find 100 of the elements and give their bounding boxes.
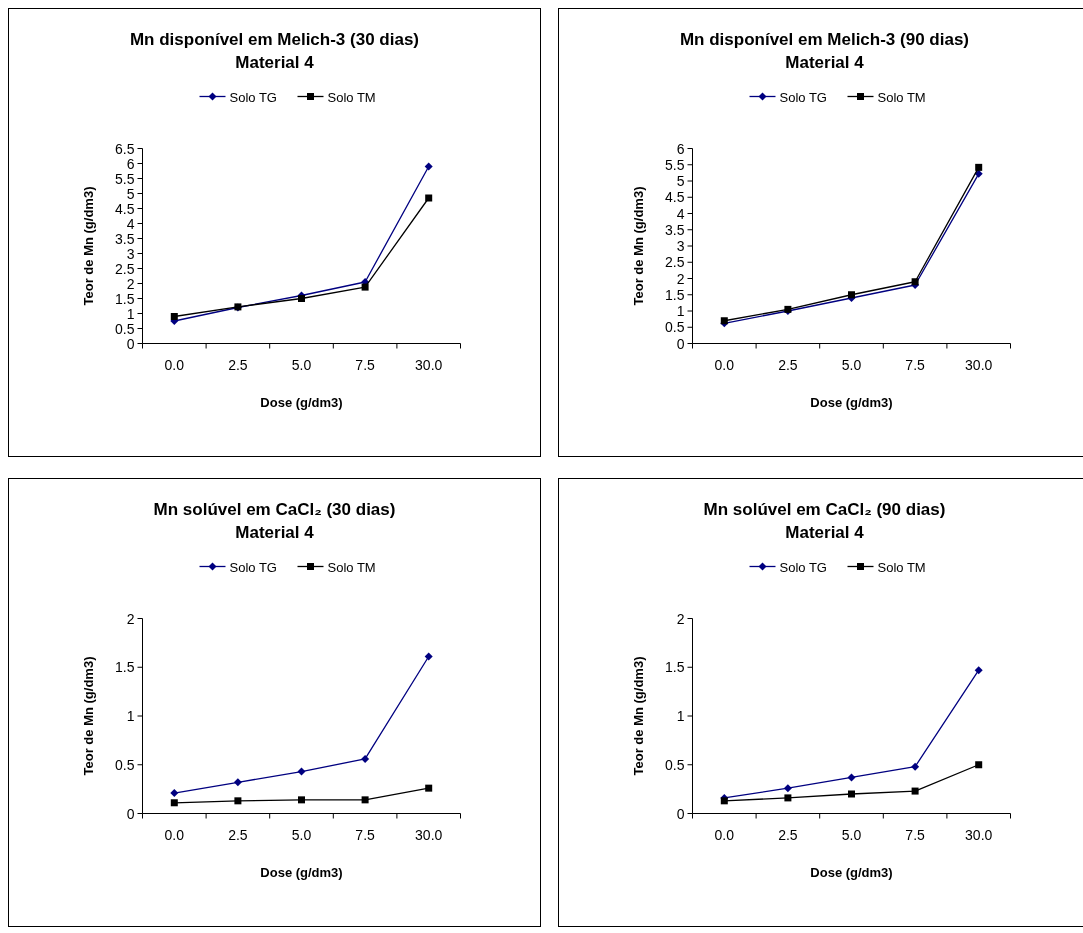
y-tick-label: 0: [676, 335, 685, 352]
point: [425, 194, 433, 202]
y-axis-title: Teor de Mn (g/dm3): [630, 186, 646, 306]
y-tick-label: 1: [126, 708, 135, 724]
point: [847, 773, 856, 782]
point: [361, 754, 370, 763]
y-axis-title: Teor de Mn (g/dm3): [80, 186, 96, 306]
y-axis-title: Teor de Mn (g/dm3): [630, 656, 646, 776]
x-axis-title: Dose (g/dm3): [810, 864, 893, 880]
y-tick-label: 3: [126, 245, 135, 262]
point: [975, 163, 983, 171]
x-tick-label: 2.5: [778, 356, 798, 373]
y-tick-label: 1: [676, 708, 685, 724]
y-tick-label: 1.5: [115, 290, 135, 307]
point: [234, 797, 242, 805]
legend-label: Solo TG: [779, 89, 827, 105]
y-tick-label: 1: [126, 305, 135, 322]
x-tick-label: 2.5: [228, 826, 248, 843]
y-tick-label: 0: [676, 805, 685, 822]
y-tick-label: 2.5: [665, 254, 685, 271]
legend-label: Solo TG: [229, 89, 277, 105]
x-tick-label: 7.5: [355, 356, 376, 373]
legend-label: Solo TM: [877, 559, 926, 575]
y-tick-label: 0.5: [665, 756, 685, 773]
x-tick-label: 2.5: [778, 826, 798, 843]
x-tick-label: 30.0: [415, 826, 443, 843]
y-tick-label: 2.5: [115, 260, 135, 277]
legend-label: Solo TM: [327, 559, 376, 575]
y-tick-label: 5: [126, 185, 135, 202]
x-tick-label: 5.0: [291, 356, 312, 373]
x-tick-label: 0.0: [714, 826, 735, 843]
y-tick-label: 6.5: [115, 140, 135, 157]
y-tick-label: 1: [676, 303, 685, 319]
y-tick-label: 3.5: [665, 221, 685, 238]
legend-label: Solo TG: [779, 559, 827, 575]
y-tick-label: 1.5: [115, 659, 135, 676]
x-tick-label: 7.5: [905, 356, 926, 373]
y-tick-label: 4: [676, 205, 685, 222]
y-tick-label: 5.5: [665, 156, 685, 173]
chart-subtitle: Material 4: [785, 522, 865, 542]
y-tick-label: 2: [126, 275, 135, 292]
y-tick-label: 0.5: [115, 320, 135, 337]
x-axis-title: Dose (g/dm3): [260, 864, 343, 880]
y-tick-label: 5: [676, 173, 685, 189]
x-tick-label: 0.0: [714, 356, 735, 373]
y-tick-label: 0.5: [665, 319, 685, 336]
point: [233, 778, 242, 787]
point: [297, 767, 306, 776]
legend-label: Solo TM: [877, 89, 926, 105]
x-tick-label: 5.0: [841, 826, 862, 843]
point: [424, 162, 433, 171]
point: [425, 784, 433, 792]
y-tick-label: 2: [676, 270, 685, 287]
chart-title: Mn disponível em Melich-3 (30 dias): [129, 29, 420, 49]
x-tick-label: 30.0: [415, 356, 443, 373]
point: [361, 796, 369, 804]
chart-title: Mn solúvel em CaCl₂ (30 dias): [153, 499, 396, 519]
point: [298, 796, 305, 804]
y-tick-label: 3: [676, 238, 685, 254]
point: [975, 761, 983, 769]
y-axis-title: Teor de Mn (g/dm3): [80, 656, 96, 776]
chart-subtitle: Material 4: [235, 52, 315, 72]
point: [911, 787, 919, 795]
point: [911, 762, 920, 771]
point: [361, 283, 369, 291]
chart-subtitle: Material 4: [785, 52, 865, 72]
x-tick-label: 5.0: [291, 826, 312, 843]
y-tick-label: 6: [126, 155, 135, 172]
y-tick-label: 1.5: [665, 659, 685, 676]
point: [784, 794, 792, 802]
y-tick-label: 0: [126, 805, 135, 822]
y-tick-label: 5.5: [115, 170, 135, 187]
chart-subtitle: Material 4: [235, 522, 315, 542]
chart-title: Mn solúvel em CaCl₂ (90 dias): [703, 499, 946, 519]
x-tick-label: 0.0: [164, 356, 185, 373]
y-tick-label: 1.5: [665, 286, 685, 303]
y-tick-label: 4.5: [665, 189, 685, 206]
y-tick-label: 6: [676, 140, 685, 157]
y-tick-label: 4: [126, 215, 135, 232]
y-tick-label: 3.5: [115, 230, 135, 247]
point: [848, 790, 855, 798]
point: [783, 784, 792, 793]
y-tick-label: 2: [676, 610, 685, 627]
x-tick-label: 30.0: [965, 826, 993, 843]
y-tick-label: 4.5: [115, 200, 135, 217]
x-tick-label: 30.0: [965, 356, 993, 373]
x-tick-label: 7.5: [355, 826, 376, 843]
x-axis-title: Dose (g/dm3): [260, 394, 343, 410]
point: [974, 666, 983, 675]
legend-label: Solo TM: [327, 89, 376, 105]
x-axis-title: Dose (g/dm3): [810, 394, 893, 410]
point: [170, 789, 179, 798]
y-tick-label: 0: [126, 335, 135, 352]
point: [170, 313, 178, 320]
point: [974, 169, 983, 178]
x-tick-label: 5.0: [841, 356, 862, 373]
point: [720, 797, 728, 805]
point: [424, 652, 433, 661]
legend-label: Solo TG: [229, 559, 277, 575]
y-tick-label: 0.5: [115, 756, 135, 773]
